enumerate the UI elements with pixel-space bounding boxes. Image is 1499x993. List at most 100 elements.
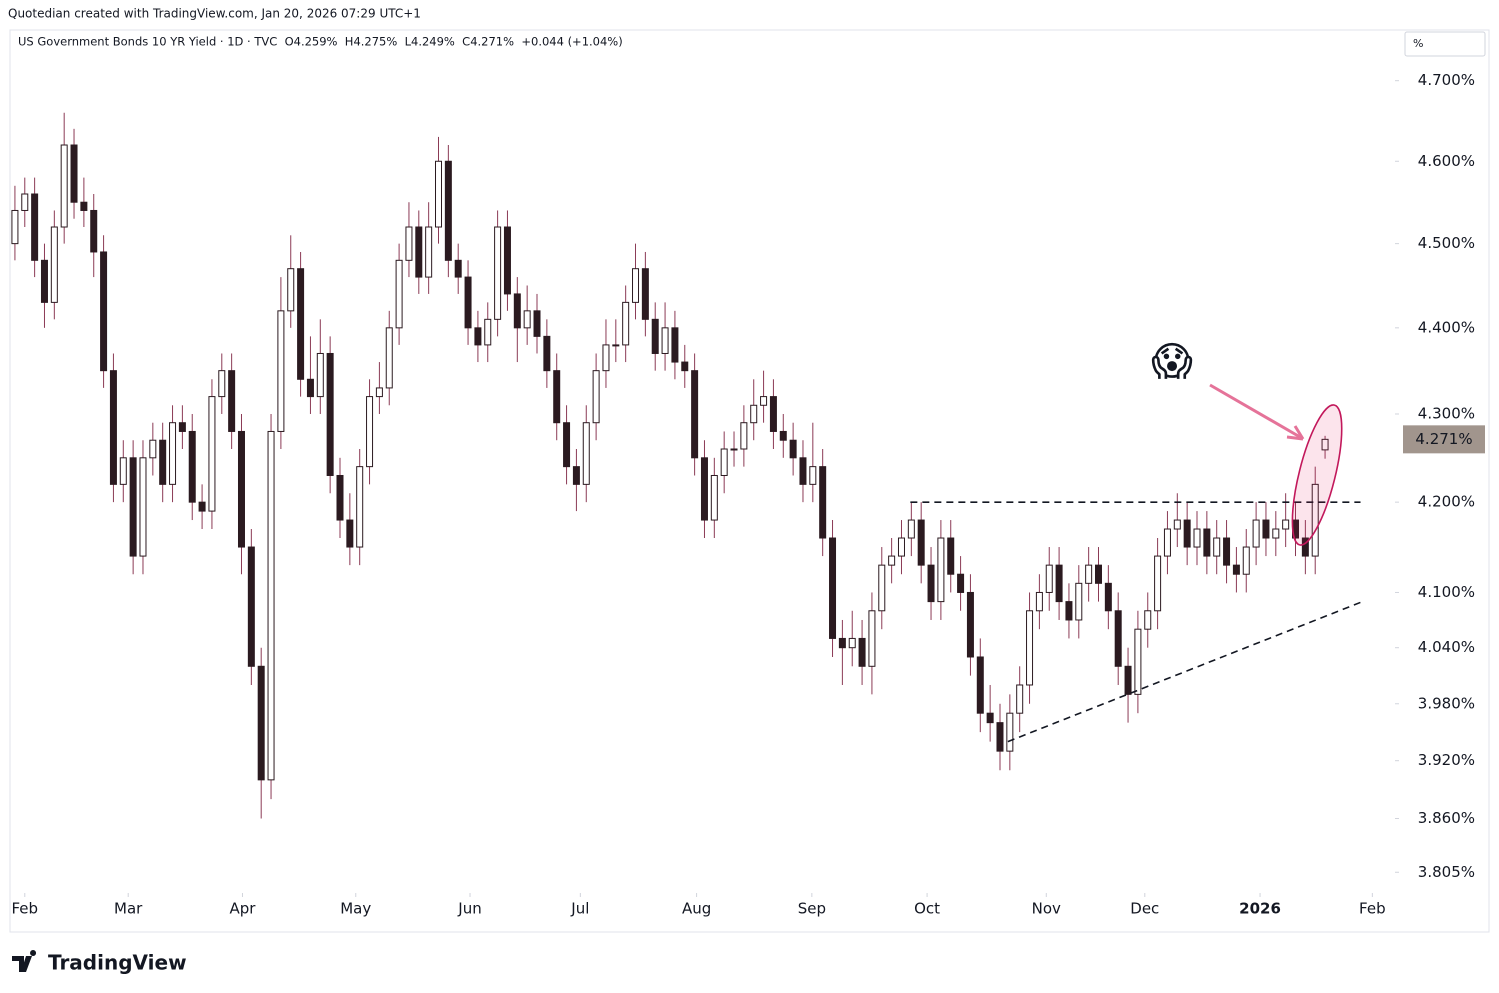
candle-body [740,422,748,450]
candle-body [720,448,728,476]
candle-body [494,226,502,320]
x-tick-label: Oct [914,900,940,918]
x-tick-label: Sep [798,900,826,918]
candle-body [316,352,324,398]
candle-body [937,537,945,603]
candle-body [523,310,531,329]
last-price-box [1403,425,1485,454]
candle-body [641,268,649,320]
y-tick-label: 4.400% [1418,318,1475,336]
candle-body [119,457,127,485]
candle-body [1075,582,1083,621]
candle-body [1213,537,1221,557]
candle-body [297,268,305,380]
arrow-shaft [1209,383,1301,439]
candle-body [563,422,571,468]
candle-body [681,361,689,372]
candle-body [1134,628,1142,695]
candle-body [435,160,443,228]
credit: Quotedian created with TradingView.com, … [8,7,421,21]
candle-body [700,457,708,521]
candle-body [405,226,413,261]
candle-body [208,396,216,512]
candle-body [661,327,669,354]
candle-body [878,564,886,612]
candle-body [592,370,600,424]
candle-body [1154,555,1162,612]
candle-body [533,310,541,337]
candle-body [80,201,88,211]
y-tick-label: 3.860% [1418,809,1475,827]
candle-body [169,422,177,485]
candle-body [1114,610,1122,667]
candle-body [1045,564,1053,593]
candle-body [513,293,521,329]
candle-body [267,430,275,781]
candle-body [730,448,738,451]
candle-body [1203,528,1211,557]
candle-body [425,226,433,278]
candle-body [178,422,186,432]
candle-body [50,226,58,303]
x-tick-label: Aug [682,900,711,918]
y-tick-label: 4.200% [1418,493,1475,511]
unit-label: % [1413,37,1423,50]
candle-body [385,327,393,389]
y-tick-label: 4.700% [1418,71,1475,89]
annotation-emoji: 😱 [1151,339,1193,385]
candle-body [188,430,196,503]
x-tick-label: Jul [570,900,589,918]
candle-body [1282,519,1290,530]
candle-body [760,396,768,406]
y-tick-label: 4.300% [1418,404,1475,422]
candle-body [602,344,610,372]
candle-body [1104,582,1112,612]
candle-body [1183,519,1191,548]
candle-body [90,209,98,253]
candle-body [228,370,236,432]
candle-body [553,370,561,424]
candle-body [11,209,19,245]
candle-body [464,276,472,329]
x-tick-label: Feb [11,900,38,918]
candle-body [139,457,147,557]
candle-body [60,144,68,228]
candle-body [622,301,630,346]
last-price-label: 4.271% [1415,430,1472,448]
candle-body [1262,519,1270,539]
candle-body [632,268,640,303]
candle-body [543,335,551,372]
candle-body [444,160,452,261]
candle-body [671,327,679,363]
candle-body [612,344,620,347]
candle-body [198,501,206,512]
candle-body [819,466,827,539]
candle-body [986,712,994,724]
candle-body [257,665,265,781]
candle-body [287,268,295,312]
candle-body [1223,537,1231,566]
candle-body [848,637,856,649]
candle-body [858,637,866,667]
unit-box[interactable] [1404,31,1486,57]
candle-body [868,610,876,667]
chart-frame [9,29,1490,933]
candle-body [966,591,974,658]
candle-body [1144,610,1152,630]
candle-body [366,396,374,468]
candle-body [70,144,78,203]
x-tick-label: Mar [114,900,143,918]
candle-body [789,439,797,459]
candle-body [159,439,167,485]
candle-body [1085,564,1093,584]
candle-body [917,519,925,566]
candle-body [809,466,817,485]
candle-body [927,564,935,603]
candle-body [907,519,915,539]
candle-body [21,193,29,211]
y-tick-label: 4.040% [1418,638,1475,656]
candle-body [651,318,659,354]
candle-body [976,656,984,714]
x-tick-label: 2026 [1239,900,1281,918]
